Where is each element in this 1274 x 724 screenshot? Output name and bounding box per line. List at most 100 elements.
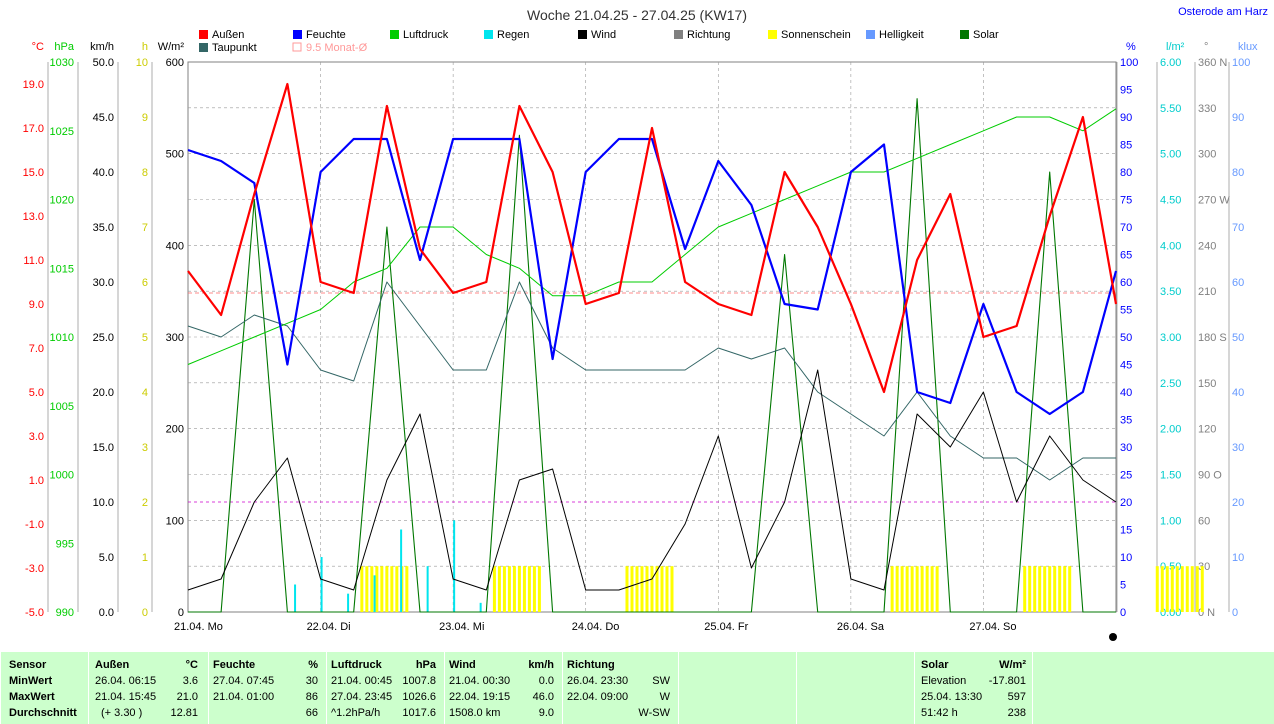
left-axis-tick-label: 5 [142, 332, 148, 344]
right-axis-tick-label: 300 [1198, 149, 1216, 161]
right-axis-tick-label: 3.00 [1160, 332, 1181, 344]
legend-label-richtung: Richtung [687, 29, 730, 41]
header-luftdruck: Luftdruck [331, 659, 382, 671]
sunshine-bar [1033, 566, 1037, 612]
solar-elevation-value: -17.801 [988, 675, 1026, 687]
left-axis-tick-label: 0.0 [99, 607, 114, 619]
left-axis-tick-label: 25.0 [93, 332, 114, 344]
sunshine-bar [1165, 566, 1169, 612]
rain-bar [373, 575, 376, 612]
left-axis-tick-label: 9 [142, 112, 148, 124]
left-axis-tick-label: 3 [142, 442, 148, 454]
left-axis-tick-label: 1025 [50, 126, 74, 138]
summary-col-empty-3 [1032, 652, 1274, 724]
right-axis-tick-label: 4.50 [1160, 195, 1181, 207]
right-axis-tick-label: 50 [1120, 332, 1132, 344]
summary-col-empty-2 [796, 652, 914, 724]
header-solar: Solar [921, 659, 949, 671]
solar-elevation-label: Elevation [921, 675, 967, 687]
sunshine-bar [910, 566, 914, 612]
left-axis-tick-label: 10 [136, 57, 148, 69]
right-axis-tick-label: 45 [1120, 360, 1132, 372]
sunshine-bar [1170, 566, 1174, 612]
day-label: 21.04. Mo [174, 621, 223, 633]
sunshine-bar [375, 566, 379, 612]
legend-swatch-helligkeit [866, 30, 875, 39]
left-axis-tick-label: 500 [166, 149, 184, 161]
left-axis-tick-label: 5.0 [29, 387, 44, 399]
legend-label-wind: Wind [591, 29, 616, 41]
right-axis-tick-label: 90 [1120, 112, 1132, 124]
right-axis-tick-label: 90 O [1198, 470, 1222, 482]
left-axis-tick-label: 7.0 [29, 343, 44, 355]
aussen-avg-value: 12.81 [170, 707, 198, 719]
richtung-max-value: W [659, 691, 670, 703]
left-axis-tick-label: 15.0 [23, 167, 44, 179]
sunshine-bar [395, 566, 399, 612]
left-axis-tick-label: 1000 [50, 470, 74, 482]
rain-bar [400, 529, 403, 612]
sunshine-bar [1160, 566, 1164, 612]
summary-col-luftdruck: Luftdruck hPa 21.04. 00:45 1007.8 27.04.… [326, 652, 444, 724]
sunshine-bar [405, 566, 409, 612]
left-axis-tick-label: 1005 [50, 401, 74, 413]
sunshine-bar [1043, 566, 1047, 612]
right-axis-tick-label: 100 [1120, 57, 1138, 69]
right-axis-tick-label: 60 [1232, 277, 1244, 289]
left-axis-tick-label: 30.0 [93, 277, 114, 289]
sunshine-bar [640, 566, 644, 612]
legend-label-sonnenschein: Sonnenschein [781, 29, 851, 41]
sunshine-bar [935, 566, 939, 612]
header-wind: Wind [449, 659, 476, 671]
aussen-min-value: 3.6 [182, 675, 198, 687]
right-axis-tick-label: 95 [1120, 85, 1132, 97]
left-axis-tick-label: 400 [166, 240, 184, 252]
left-axis-tick-label: 4 [142, 387, 148, 399]
left-axis-tick-label: 0 [142, 607, 148, 619]
right-axis-tick-label: 70 [1120, 222, 1132, 234]
sunshine-bar [370, 566, 374, 612]
rain-bar [294, 584, 297, 612]
legend-label-feuchte: Feuchte [306, 29, 346, 41]
day-label: 26.04. Sa [837, 621, 885, 633]
legend-swatch-richtung [674, 30, 683, 39]
sunshine-bar [385, 566, 389, 612]
right-axis-unit: % [1126, 41, 1136, 53]
right-axis-tick-label: 5 [1120, 580, 1126, 592]
left-axis-tick-label: 15.0 [93, 442, 114, 454]
right-axis-tick-label: 10 [1232, 552, 1244, 564]
legend-swatch-au-en [199, 30, 208, 39]
series-line-feuchte [187, 137, 1118, 416]
sunshine-bar [645, 566, 649, 612]
day-label: 24.04. Do [572, 621, 620, 633]
sunshine-bar [1175, 566, 1179, 612]
legend-label-luftdruck: Luftdruck [403, 29, 449, 41]
sunshine-bar [1058, 566, 1062, 612]
right-axis-unit: l/m² [1166, 41, 1185, 53]
luftdruck-min-time: 21.04. 00:45 [331, 675, 393, 687]
sunshine-bar [635, 566, 639, 612]
left-axis-tick-label: 20.0 [93, 387, 114, 399]
sunshine-bar [522, 566, 526, 612]
chart-title: Woche 21.04.25 - 27.04.25 (KW17) [527, 7, 747, 23]
aussen-max-time: 21.04. 15:45 [95, 691, 157, 703]
right-axis-tick-label: 30 [1120, 442, 1132, 454]
right-axis-tick-label: 100 [1232, 57, 1250, 69]
sunshine-bar [630, 566, 634, 612]
right-axis-tick-label: 120 [1198, 424, 1216, 436]
right-axis-tick-label: 60 [1120, 277, 1132, 289]
row-label-min: MinWert [9, 675, 53, 687]
legend-swatch-9-5-monat- [292, 42, 302, 52]
wind-max-value: 46.0 [532, 691, 554, 703]
left-axis-tick-label: 11.0 [23, 255, 44, 267]
right-axis-tick-label: 20 [1120, 497, 1132, 509]
header-aussen: Außen [95, 659, 130, 671]
series-line-wind [187, 369, 1117, 591]
end-marker-icon [1109, 633, 1117, 641]
sunshine-bar [925, 566, 929, 612]
right-axis-tick-label: 0 N [1198, 607, 1215, 619]
sunshine-bar [492, 566, 496, 612]
right-axis-tick-label: 6.00 [1160, 57, 1181, 69]
left-axis-tick-label: 600 [166, 57, 184, 69]
right-axis-tick-label: 0 [1232, 607, 1238, 619]
